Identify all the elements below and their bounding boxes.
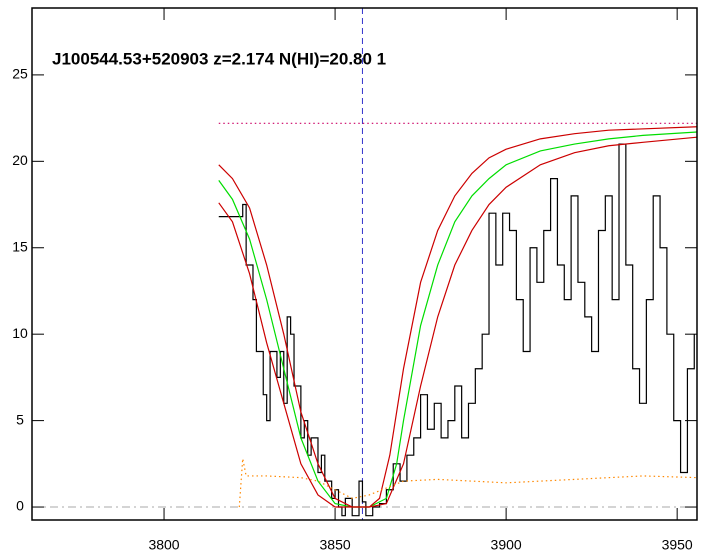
y-tick-label: 5	[16, 411, 24, 427]
series-line	[218, 136, 697, 508]
y-tick-label: 25	[12, 66, 28, 82]
y-tick-label: 0	[16, 498, 24, 514]
y-tick-label: 10	[12, 325, 28, 341]
frame	[31, 7, 698, 521]
y-tick-label: 20	[12, 152, 28, 168]
x-tick-label: 3900	[491, 537, 522, 553]
x-tick-label: 3850	[320, 537, 351, 553]
series-line	[238, 458, 697, 508]
series-line	[218, 126, 697, 508]
series-line	[218, 131, 697, 508]
series-line	[218, 143, 695, 517]
plot-area	[32, 8, 697, 520]
x-tick-label: 3950	[662, 537, 693, 553]
chart-title: J100544.53+520903 z=2.174 N(HI)=20.80 1	[52, 49, 386, 68]
x-tick-label: 3800	[148, 537, 179, 553]
y-tick-label: 15	[12, 238, 28, 254]
